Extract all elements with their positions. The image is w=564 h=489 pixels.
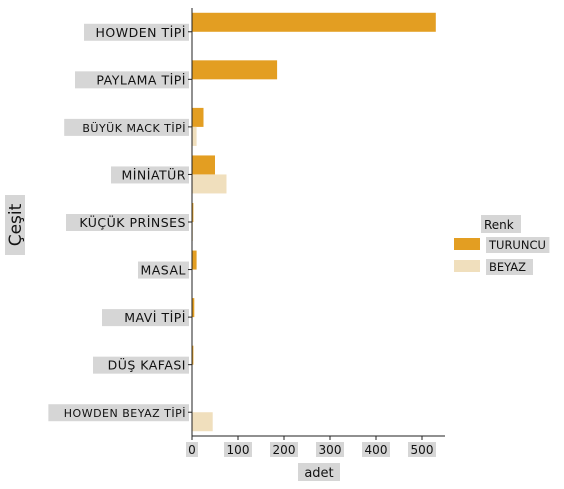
legend-label-bg xyxy=(486,237,550,253)
category-label-ku-c-u-k-pri-nses: KÜÇÜK PRİNSES xyxy=(79,214,186,230)
x-tick-label-300: 300 xyxy=(319,443,342,457)
bar-ku-c-u-k-pri-nses-turuncu xyxy=(192,203,194,222)
bars-layer xyxy=(192,12,436,432)
legend-label-bg xyxy=(486,259,533,275)
category-labels: HOWDEN TİPİ PAYLAMA TİPİ BÜYÜK MACK TİPİ Mİ… xyxy=(48,23,192,422)
bar-du-s-kafasi-turuncu xyxy=(192,345,194,365)
category-label-bg xyxy=(111,166,189,184)
x-tick-label-400: 400 xyxy=(365,443,388,457)
x-tick-label-bg xyxy=(270,442,298,457)
x-tick-label-500: 500 xyxy=(411,443,434,457)
category-label-bg xyxy=(138,261,189,279)
category-label-mavi-ti-pi: MAVİ TİPİ xyxy=(124,310,186,325)
category-label-du-s-kafasi: DÜŞ KAFASI xyxy=(108,357,186,373)
bar-mi-ni-atu-r-beyaz xyxy=(192,174,227,194)
legend-title-bg xyxy=(481,215,521,233)
legend-swatch-beyaz xyxy=(454,260,480,272)
x-tick-label-bg xyxy=(186,442,198,457)
category-label-bu-yu-k-mack-ti-pi: BÜYÜK MACK TİPİ xyxy=(82,122,186,135)
bar-paylama-ti-pi-turuncu xyxy=(192,60,278,80)
category-label-bg xyxy=(102,309,189,327)
bar-howden-beyaz-ti-pi-beyaz xyxy=(192,412,213,432)
bar-masal-turuncu xyxy=(192,250,197,270)
bar-bu-yu-k-mack-ti-pi-turuncu xyxy=(192,107,204,127)
category-label-bg xyxy=(64,118,189,136)
bar-howden-ti-pi-turuncu xyxy=(192,12,436,32)
category-label-masal: MASAL xyxy=(140,263,186,278)
category-label-paylama-ti-pi: PAYLAMA TİPİ xyxy=(96,72,186,87)
category-label-bg xyxy=(84,23,189,41)
bar-mavi-ti-pi-turuncu xyxy=(192,298,195,318)
legend-title: Renk xyxy=(484,218,514,232)
bar-bu-yu-k-mack-ti-pi-beyaz xyxy=(192,126,197,146)
y-axis-label: Çeşit xyxy=(6,203,26,246)
category-label-howden-ti-pi: HOWDEN TİPİ xyxy=(96,25,187,40)
category-label-bg xyxy=(75,71,189,89)
x-axis-label: adet xyxy=(304,466,333,481)
category-label-bg xyxy=(48,404,189,422)
legend-label-beyaz: BEYAZ xyxy=(489,260,526,274)
x-axis-label-bg xyxy=(298,463,340,481)
x-tick-labels: 0 100 200 300 400 500 xyxy=(186,436,436,457)
category-label-mi-ni-atu-r: MİNİATÜR xyxy=(121,166,186,182)
category-label-bg xyxy=(93,356,189,374)
x-tick-label-100: 100 xyxy=(227,443,250,457)
x-tick-label-bg xyxy=(408,442,436,457)
legend-items: TURUNCU BEYAZ xyxy=(454,237,550,275)
legend-label-turuncu: TURUNCU xyxy=(488,238,546,252)
x-tick-label-bg xyxy=(316,442,344,457)
x-tick-label-0: 0 xyxy=(188,443,196,457)
x-tick-label-bg xyxy=(362,442,390,457)
category-label-bg xyxy=(66,214,189,231)
legend: Renk TURUNCU BEYAZ xyxy=(454,215,550,275)
legend-swatch-turuncu xyxy=(454,238,480,250)
y-axis-label-bg xyxy=(5,195,25,255)
x-tick-label-200: 200 xyxy=(273,443,296,457)
x-tick-label-bg xyxy=(224,442,252,457)
category-label-howden-beyaz-ti-pi: HOWDEN BEYAZ TİPİ xyxy=(64,407,186,420)
bar-mi-ni-atu-r-turuncu xyxy=(192,155,215,175)
